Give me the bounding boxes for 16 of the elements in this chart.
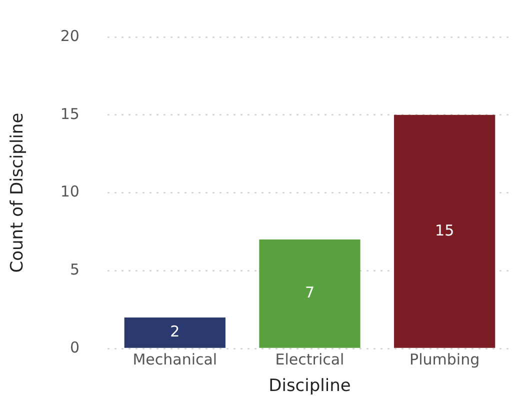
- y-tick-label: 5: [70, 260, 80, 279]
- data-label: 2: [170, 322, 180, 341]
- x-tick-label: Electrical: [275, 350, 344, 368]
- data-label: 15: [435, 221, 454, 240]
- bar: [124, 317, 226, 348]
- x-tick-label: Mechanical: [132, 350, 218, 368]
- y-tick-label: 0: [70, 338, 80, 356]
- y-axis-title: Count of Discipline: [8, 112, 28, 273]
- x-axis-title: Discipline: [268, 376, 351, 396]
- y-tick-label: 20: [60, 26, 80, 45]
- y-tick-label: 10: [60, 182, 80, 201]
- y-tick-label: 15: [60, 104, 80, 123]
- data-label: 7: [304, 284, 315, 302]
- bar: [259, 240, 360, 348]
- bar: [394, 114, 496, 348]
- x-tick-label: Plumbing: [410, 350, 480, 368]
